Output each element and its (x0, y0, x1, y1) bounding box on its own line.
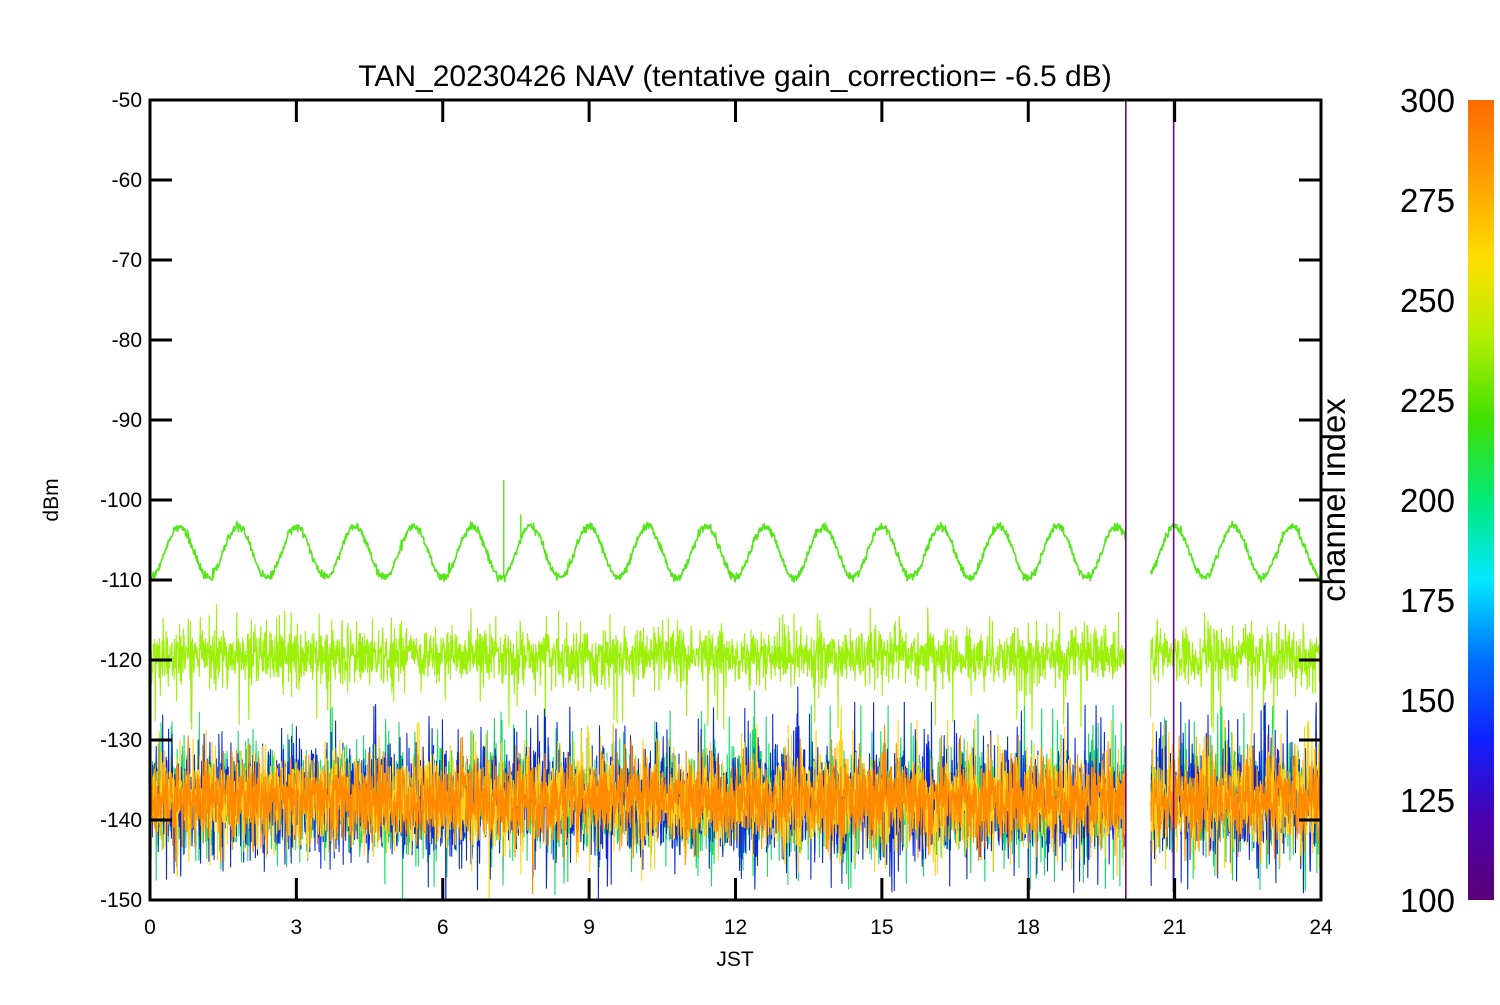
x-tick-label: 18 (1017, 916, 1040, 939)
series-channel-295 (150, 724, 1321, 895)
colorbar-gradient (1468, 100, 1494, 900)
colorbar-tick-label: 200 (1400, 482, 1455, 519)
y-tick-label: -60 (112, 169, 142, 192)
plot-area (150, 100, 1321, 900)
colorbar-tick-label: 150 (1400, 682, 1455, 719)
colorbar-tick-label: 250 (1400, 282, 1455, 319)
y-tick-label: -70 (112, 249, 142, 272)
x-axis-label: JST (716, 948, 754, 971)
colorbar-tick-label: 300 (1400, 82, 1455, 119)
y-tick-label: -80 (112, 329, 142, 352)
y-axis: -50 -60 -70 -80 -90 -100 -110 -120 -130 -140 -150 (100, 89, 1321, 912)
colorbar: 100 125 150 175 200 225 250 275 300 channel inde… (1315, 82, 1494, 919)
x-tick-label: 24 (1309, 916, 1333, 939)
y-tick-label: -90 (112, 409, 142, 432)
chart-title: TAN_20230426 NAV (tentative gain_correct… (358, 60, 1112, 93)
colorbar-tick-label: 275 (1400, 182, 1455, 219)
x-axis: 0 3 6 9 12 15 18 21 24 (144, 100, 1333, 939)
y-tick-label: -100 (100, 489, 142, 512)
y-tick-label: -110 (102, 569, 142, 592)
x-tick-label: 0 (144, 916, 156, 939)
colorbar-tick-label: 175 (1400, 582, 1455, 619)
y-tick-label: -130 (100, 729, 142, 752)
y-tick-label: -140 (100, 809, 142, 832)
x-tick-label: 12 (724, 916, 747, 939)
y-tick-label: -50 (112, 89, 142, 112)
colorbar-label: channel index (1315, 398, 1352, 602)
series-channel-275 (150, 706, 1321, 900)
y-axis-label: dBm (40, 478, 63, 521)
x-tick-label: 21 (1163, 916, 1186, 939)
colorbar-tick-label: 125 (1400, 782, 1455, 819)
colorbar-tick-label: 225 (1400, 382, 1455, 419)
colorbar-tick-label: 100 (1400, 882, 1455, 919)
x-tick-label: 9 (583, 916, 595, 939)
x-tick-label: 15 (870, 916, 893, 939)
y-tick-label: -150 (100, 889, 142, 912)
series-channel-262 (150, 604, 1321, 733)
y-tick-label: -120 (100, 649, 142, 672)
colorbar-ticks: 100 125 150 175 200 225 250 275 300 (1400, 82, 1455, 919)
series-channel-250 (150, 520, 1321, 583)
data-gap (1125, 100, 1151, 900)
x-tick-label: 3 (291, 916, 303, 939)
x-tick-label: 6 (437, 916, 449, 939)
